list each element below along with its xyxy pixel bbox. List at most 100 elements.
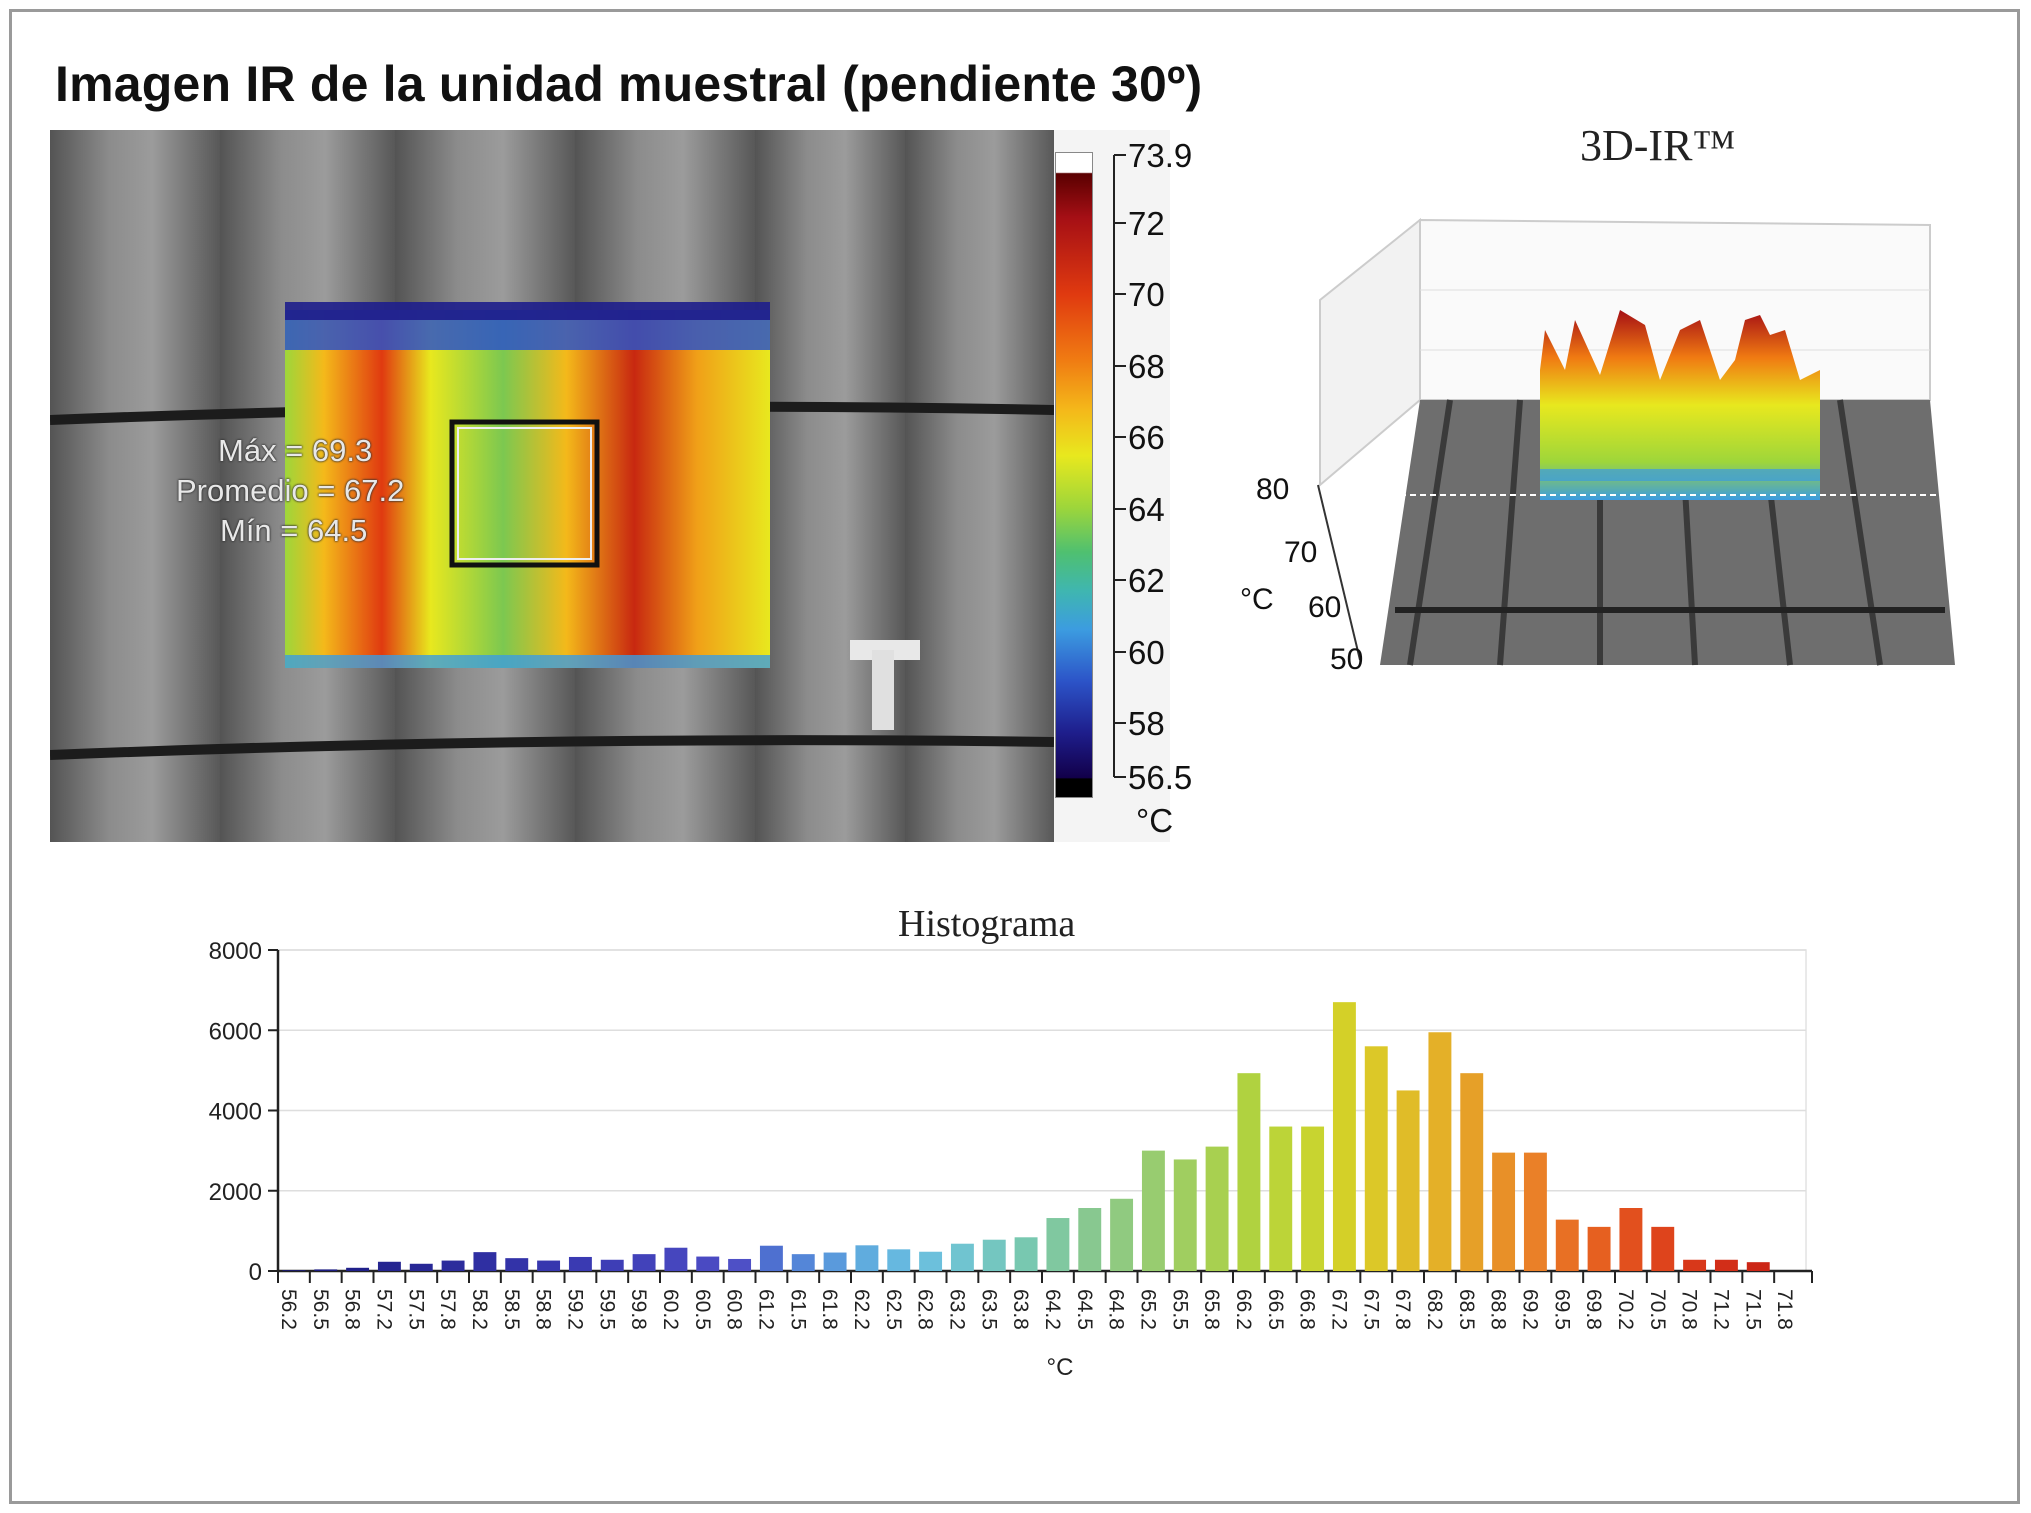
colorbar-unit: °C xyxy=(1136,802,1174,839)
x-tick-label: 60.2 xyxy=(659,1289,682,1330)
colorbar-tick: 73.9 xyxy=(1128,137,1193,174)
colorbar-tick-mark xyxy=(1114,507,1126,510)
histogram-bar xyxy=(632,1254,656,1271)
x-tick-label: 60.5 xyxy=(691,1289,714,1330)
histogram-bar xyxy=(537,1260,561,1271)
x-axis-label: °C xyxy=(1047,1354,1074,1381)
histogram-bar xyxy=(473,1252,497,1271)
histogram-bar xyxy=(1205,1146,1229,1271)
histogram-bar xyxy=(1237,1073,1261,1271)
x-tick-label: 62.8 xyxy=(914,1289,937,1330)
roof-tiles-graphic xyxy=(50,130,1054,842)
3d-surface-plot xyxy=(1317,217,1955,666)
colorbar-tick: 70 xyxy=(1128,276,1165,314)
x-tick-label: 70.8 xyxy=(1678,1289,1701,1330)
roof-photo: Máx = 69.3 Promedio = 67.2 Mín = 64.5 xyxy=(50,130,1054,842)
colorbar-tick: 68 xyxy=(1128,347,1165,385)
x-tick-label: 69.2 xyxy=(1519,1289,1542,1330)
histogram-bar xyxy=(346,1267,370,1271)
3d-axis-unit: °C xyxy=(1240,583,1274,616)
x-tick-label: 58.5 xyxy=(500,1289,523,1330)
histogram-bar xyxy=(728,1258,752,1271)
histogram-bar xyxy=(1173,1159,1197,1271)
histogram-bar xyxy=(1301,1126,1325,1271)
histogram-bar xyxy=(696,1256,720,1271)
3d-axis-tick-80: 80 xyxy=(1256,473,1290,506)
x-tick-label: 64.8 xyxy=(1105,1289,1128,1330)
average-label: Promedio = 67.2 xyxy=(176,473,405,508)
x-tick-label: 58.2 xyxy=(468,1289,491,1330)
y-tick-label: 6000 xyxy=(209,1018,262,1045)
histogram-bar xyxy=(1619,1208,1643,1271)
histogram-bar xyxy=(823,1252,847,1271)
x-tick-label: 70.2 xyxy=(1614,1289,1637,1330)
x-tick-label: 61.2 xyxy=(755,1289,778,1330)
colorbar-tick-mark xyxy=(1114,293,1126,296)
3d-axis-tick-60: 60 xyxy=(1308,591,1342,624)
x-tick-label: 71.8 xyxy=(1773,1289,1796,1330)
x-tick-label: 57.8 xyxy=(436,1289,459,1330)
x-tick-label: 61.5 xyxy=(786,1289,809,1330)
histogram-bar xyxy=(982,1239,1006,1271)
colorbar-tick-mark xyxy=(1114,364,1126,367)
3d-axis-tick-70: 70 xyxy=(1284,536,1318,569)
x-tick-label: 56.2 xyxy=(277,1289,300,1330)
x-tick-label: 61.8 xyxy=(818,1289,841,1330)
histogram-bar xyxy=(1046,1218,1070,1271)
x-tick-label: 67.5 xyxy=(1359,1289,1382,1330)
x-tick-label: 59.5 xyxy=(595,1289,618,1330)
colorbar-tick-mark xyxy=(1114,579,1126,582)
x-tick-label: 69.5 xyxy=(1550,1289,1573,1330)
histogram-bar xyxy=(1332,1002,1356,1271)
x-tick-label: 56.8 xyxy=(341,1289,364,1330)
x-tick-label: 64.2 xyxy=(1041,1289,1064,1330)
x-tick-label: 63.8 xyxy=(1009,1289,1032,1330)
y-tick-label: 2000 xyxy=(209,1179,262,1206)
histogram-bar xyxy=(1428,1032,1452,1271)
histogram-bar xyxy=(1364,1046,1388,1271)
histogram-bar xyxy=(1683,1259,1707,1271)
3d-axis-tick-50: 50 xyxy=(1330,643,1364,676)
colorbar-axis xyxy=(1113,155,1115,777)
x-tick-label: 68.2 xyxy=(1423,1289,1446,1330)
x-tick-label: 63.5 xyxy=(977,1289,1000,1330)
histogram-bar xyxy=(919,1251,943,1271)
x-tick-label: 65.2 xyxy=(1137,1289,1160,1330)
colorbar-tick: 58 xyxy=(1128,705,1165,743)
histogram-bar xyxy=(1110,1198,1134,1271)
colorbar-tick: 64 xyxy=(1128,490,1165,528)
histogram-bar xyxy=(1141,1150,1165,1271)
histogram-bar xyxy=(759,1245,783,1271)
colorbar-tick-mark xyxy=(1114,221,1126,224)
x-tick-label: 68.5 xyxy=(1455,1289,1478,1330)
histogram-bar xyxy=(950,1243,974,1271)
x-tick-label: 65.5 xyxy=(1168,1289,1191,1330)
colorbar-tick: 66 xyxy=(1128,419,1165,457)
page-title: Imagen IR de la unidad muestral (pendien… xyxy=(55,56,1203,112)
histogram-bar xyxy=(1014,1237,1038,1271)
histogram-bar xyxy=(1746,1262,1770,1271)
x-tick-label: 68.8 xyxy=(1487,1289,1510,1330)
colorbar-tick-mark xyxy=(1114,436,1126,439)
colorbar-tick-mark xyxy=(1114,650,1126,653)
colorbar-tick-mark xyxy=(1114,776,1126,778)
histogram-bar xyxy=(855,1245,879,1271)
histogram-bar xyxy=(1714,1259,1738,1271)
max-label: Máx = 69.3 xyxy=(218,433,373,468)
x-tick-label: 59.8 xyxy=(627,1289,650,1330)
x-tick-label: 57.5 xyxy=(404,1289,427,1330)
x-tick-label: 58.8 xyxy=(532,1289,555,1330)
y-tick-label: 8000 xyxy=(209,938,262,965)
x-tick-label: 66.5 xyxy=(1264,1289,1287,1330)
y-tick-label: 0 xyxy=(249,1259,262,1286)
histogram-bar xyxy=(664,1247,688,1271)
x-tick-label: 56.5 xyxy=(309,1289,332,1330)
x-tick-label: 66.2 xyxy=(1232,1289,1255,1330)
x-tick-label: 63.2 xyxy=(946,1289,969,1330)
colorbar-tick: 60 xyxy=(1128,633,1165,671)
colorbar-tick: 62 xyxy=(1128,562,1165,600)
x-tick-label: 65.8 xyxy=(1200,1289,1223,1330)
x-tick-label: 67.2 xyxy=(1328,1289,1351,1330)
histogram-bar xyxy=(887,1249,911,1271)
